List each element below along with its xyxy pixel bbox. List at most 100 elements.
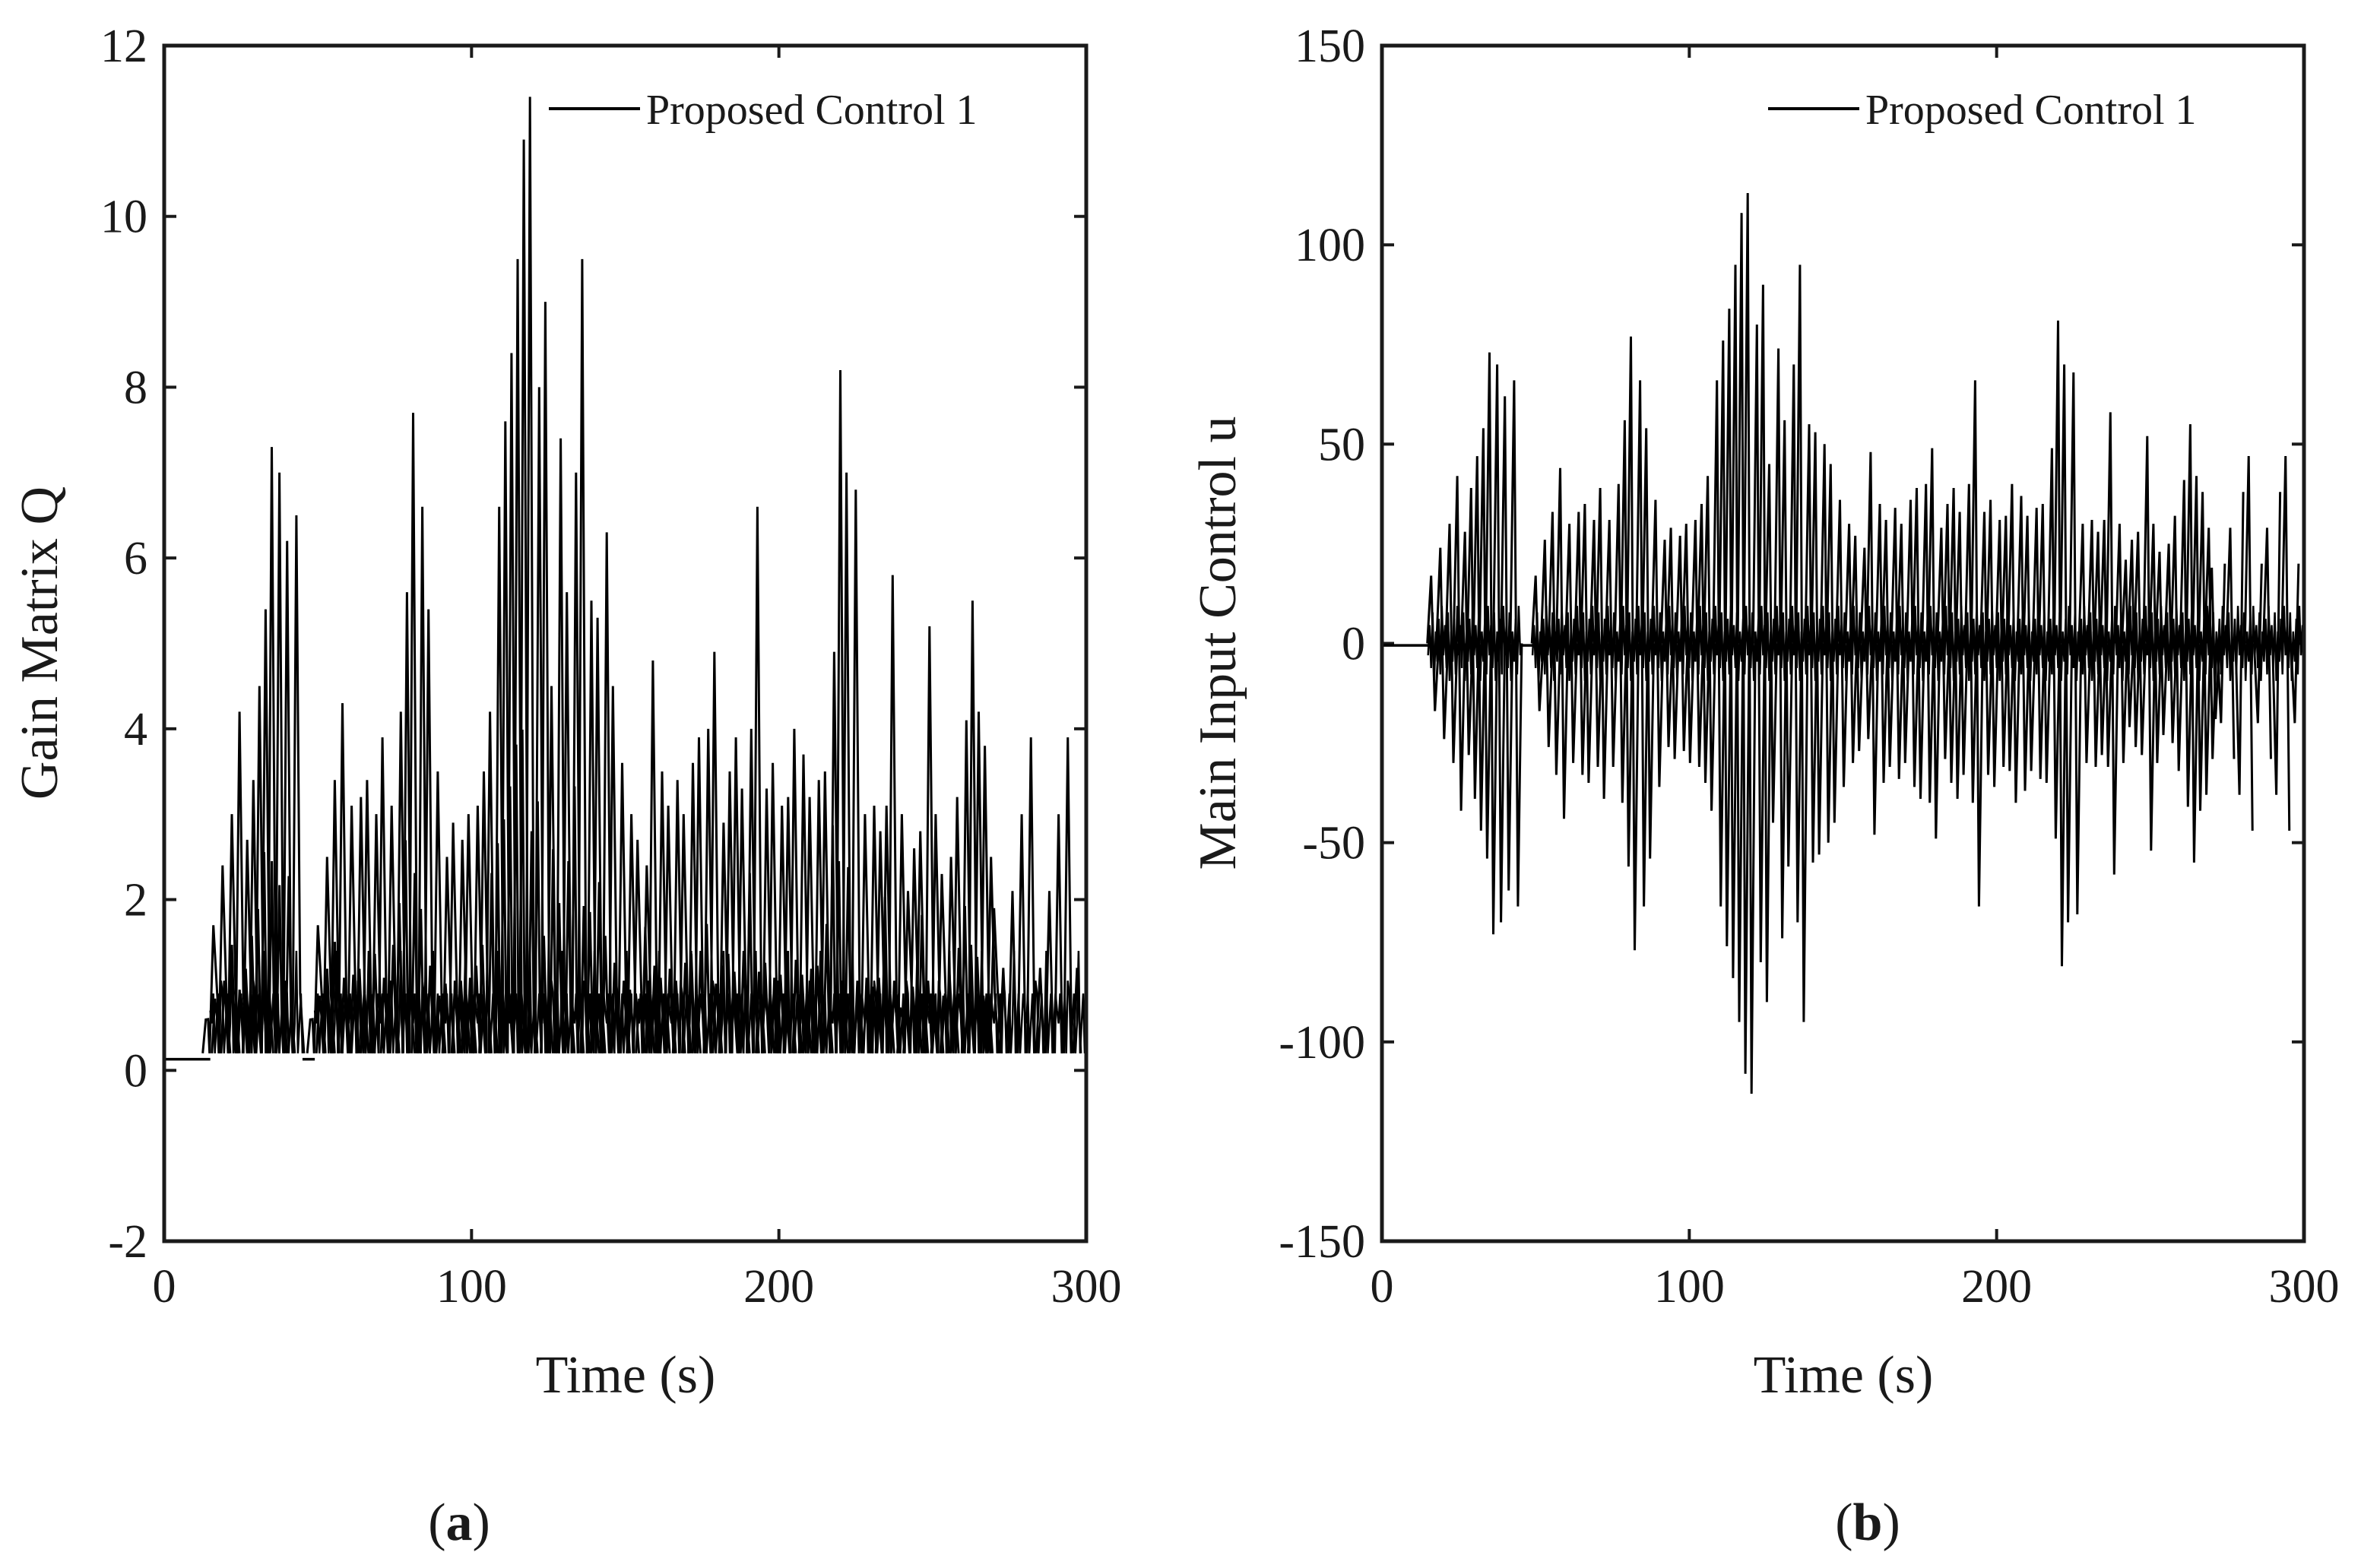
y-tick-label: 0 bbox=[124, 1045, 147, 1097]
series-peak bbox=[340, 805, 361, 1053]
panel-a-plot-frame bbox=[162, 43, 1089, 1243]
series-peak bbox=[1444, 524, 1459, 763]
series-peak bbox=[2133, 531, 2147, 755]
series-peak bbox=[2191, 476, 2205, 811]
y-tick-label: 50 bbox=[1318, 419, 1365, 470]
x-tick-label: 300 bbox=[1051, 1261, 1122, 1313]
series-peak bbox=[331, 703, 351, 1053]
y-tick-label: 6 bbox=[124, 533, 147, 584]
series-peak bbox=[1016, 814, 1027, 1053]
series-peak bbox=[441, 822, 462, 1053]
series-peak bbox=[1912, 487, 1925, 800]
series-peak bbox=[702, 651, 724, 1053]
x-tick-label: 300 bbox=[2269, 1261, 2340, 1313]
y-tick-label: -150 bbox=[1279, 1216, 1365, 1268]
series-peak bbox=[1690, 519, 1704, 768]
series-peak bbox=[284, 515, 306, 1053]
series-peak bbox=[2271, 492, 2282, 795]
series-peak bbox=[1426, 575, 1440, 711]
series-peak bbox=[2225, 527, 2236, 759]
series-peak bbox=[1970, 380, 1984, 907]
series-peak bbox=[2163, 543, 2178, 743]
series-peak bbox=[1530, 575, 1545, 711]
panel-b-legend-label: Proposed Control 1 bbox=[1865, 87, 2197, 134]
series-peak bbox=[2001, 515, 2015, 771]
series-peak bbox=[1742, 192, 1757, 1094]
series-peak bbox=[2148, 524, 2163, 763]
series-peak bbox=[1564, 524, 1579, 763]
y-tick-label: 8 bbox=[124, 362, 147, 413]
series-peak bbox=[2022, 515, 2036, 771]
series-peak bbox=[1485, 352, 1498, 935]
series-peak bbox=[1890, 508, 1904, 779]
series-peak bbox=[1063, 737, 1073, 1053]
series-peak bbox=[1906, 499, 1919, 787]
series-peak bbox=[2198, 492, 2212, 795]
panel-b-tick-labels: 0 100 200 300 -150 -100 -50 0 50 100 150 bbox=[1279, 21, 2339, 1313]
panel-a-ticks bbox=[163, 44, 1088, 1243]
series-peak bbox=[1896, 524, 1910, 763]
series-peak bbox=[979, 857, 1000, 1053]
series-peak bbox=[844, 489, 865, 1053]
series-peak bbox=[426, 771, 447, 1053]
series-peak bbox=[2154, 551, 2169, 736]
series-peak bbox=[1751, 324, 1766, 963]
series-peak bbox=[1712, 380, 1726, 907]
series-peak bbox=[1979, 512, 1993, 775]
series-peak bbox=[1804, 424, 1818, 863]
series-peak bbox=[982, 908, 1003, 1053]
series-peak bbox=[1466, 487, 1480, 800]
series-peak bbox=[1539, 540, 1554, 747]
panel-b-series bbox=[1382, 192, 2306, 1094]
series-peak bbox=[2053, 320, 2067, 967]
y-tick-label: 150 bbox=[1295, 21, 1365, 72]
series-peak bbox=[1948, 487, 1963, 800]
series-peak bbox=[2243, 456, 2254, 831]
series-peak bbox=[2087, 519, 2101, 768]
series-peak bbox=[1942, 503, 1957, 784]
series-peak bbox=[2007, 483, 2021, 803]
series-peak bbox=[1718, 340, 1732, 947]
series-peak bbox=[2068, 372, 2083, 915]
series-peak bbox=[610, 762, 631, 1053]
y-tick-label: 12 bbox=[100, 21, 147, 72]
series-peak bbox=[1995, 519, 2009, 768]
series-peak bbox=[1035, 968, 1045, 1053]
series-peak bbox=[2142, 436, 2157, 851]
series-peak bbox=[1844, 524, 1859, 763]
series-peak bbox=[1795, 265, 1809, 1022]
series-peak bbox=[1936, 527, 1951, 759]
series-peak bbox=[2216, 563, 2226, 724]
series-peak bbox=[2016, 496, 2030, 791]
series-peak bbox=[761, 762, 782, 1053]
series-peak bbox=[1492, 364, 1507, 923]
series-peak bbox=[1675, 535, 1689, 752]
series-peak bbox=[1697, 503, 1710, 784]
series-peak bbox=[1650, 499, 1665, 787]
series-peak bbox=[2261, 527, 2272, 759]
x-tick-label: 0 bbox=[1371, 1261, 1394, 1313]
series-peak bbox=[1764, 464, 1778, 823]
series-peak bbox=[1810, 432, 1824, 855]
series-peak bbox=[1825, 464, 1840, 823]
series-peak bbox=[1500, 396, 1514, 891]
series-peak bbox=[1963, 483, 1978, 803]
series-peak bbox=[1757, 284, 1772, 1003]
panel-b-y-axis-label: Main Input Control u bbox=[1189, 417, 1247, 870]
series-peak bbox=[1635, 380, 1650, 907]
series-peak bbox=[930, 873, 951, 1053]
series-peak bbox=[355, 780, 376, 1053]
series-peak bbox=[2169, 515, 2184, 771]
series-peak bbox=[1819, 444, 1833, 843]
series-peak bbox=[1665, 527, 1680, 759]
series-peak bbox=[2093, 531, 2107, 755]
series-peak bbox=[1724, 309, 1738, 978]
series-peak bbox=[1789, 364, 1803, 923]
series-peak bbox=[2280, 456, 2291, 831]
y-tick-label: -2 bbox=[108, 1216, 147, 1268]
series-peak bbox=[998, 968, 1009, 1053]
series-peak bbox=[2207, 567, 2221, 720]
